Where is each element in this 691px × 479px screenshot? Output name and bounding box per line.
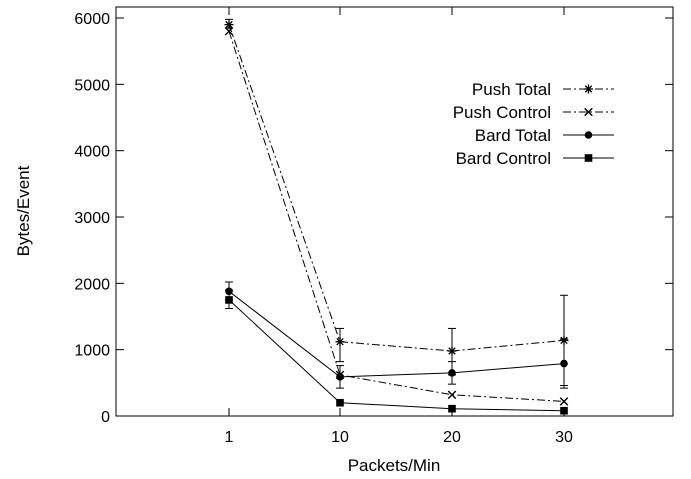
y-tick-label: 6000 — [74, 11, 110, 28]
data-point — [224, 26, 234, 36]
data-point — [448, 404, 456, 413]
y-tick-label: 0 — [101, 409, 110, 426]
series-line — [228, 290, 565, 378]
y-tick-label: 3000 — [74, 210, 110, 227]
axis-ticks: 0 1000 2000 3000 4000 5000 6000 1 10 20 30 — [74, 7, 673, 446]
data-point — [447, 390, 457, 400]
data-point — [336, 398, 344, 407]
legend-item: Push Control — [453, 103, 614, 122]
legend-marker — [584, 84, 593, 94]
data-point — [560, 406, 568, 415]
x-tick-label: 20 — [443, 429, 461, 446]
y-tick-label: 2000 — [74, 276, 110, 293]
series-line — [228, 299, 565, 412]
legend-label: Bard Total — [475, 126, 551, 145]
data-point — [336, 373, 344, 381]
series-layer — [224, 18, 569, 415]
series-push-total — [224, 18, 569, 386]
data-point — [447, 346, 457, 356]
data-point — [335, 337, 345, 347]
y-tick-label: 5000 — [74, 77, 110, 94]
data-point — [224, 20, 234, 30]
data-point — [560, 359, 568, 368]
legend-item: Bard Total — [475, 126, 614, 145]
y-tick-label: 1000 — [74, 343, 110, 360]
data-point — [448, 369, 456, 377]
data-point — [559, 397, 569, 406]
legend-label: Bard Control — [456, 149, 551, 168]
legend-marker — [584, 154, 593, 162]
legend-item: Push Total — [472, 80, 614, 99]
x-tick-label: 1 — [225, 429, 234, 446]
y-axis-title: Bytes/Event — [14, 165, 33, 256]
y-tick-label: 4000 — [74, 144, 110, 161]
series-line — [228, 24, 565, 352]
legend-label: Push Control — [453, 103, 551, 122]
plot-frame — [115, 6, 674, 417]
x-tick-label: 30 — [555, 429, 573, 446]
series-push-control — [224, 26, 569, 406]
x-tick-label: 10 — [331, 429, 349, 446]
data-point — [225, 296, 233, 304]
legend: Push Total Push Control Bard Total Bard Con… — [453, 80, 614, 168]
legend-marker — [584, 107, 593, 117]
legend-label: Push Total — [472, 80, 551, 99]
series-bard-total — [225, 281, 568, 389]
legend-item: Bard Control — [456, 149, 614, 168]
x-axis-title: Packets/Min — [348, 456, 441, 475]
series-bard-control — [225, 289, 568, 415]
series-line — [228, 31, 565, 402]
legend-marker — [584, 131, 593, 139]
